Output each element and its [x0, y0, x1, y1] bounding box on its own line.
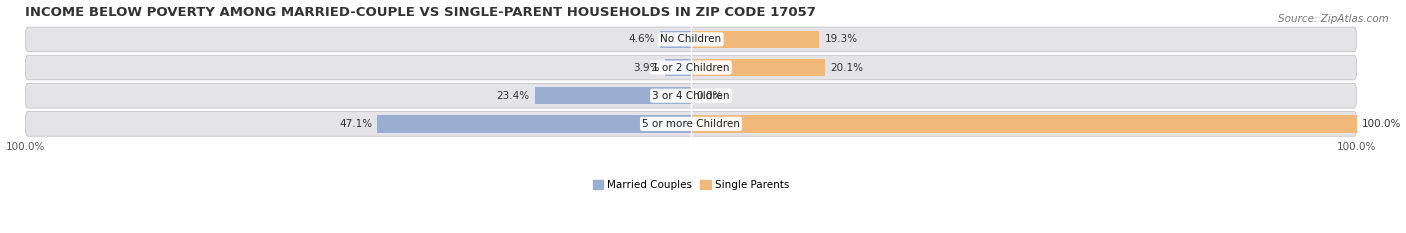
Bar	[690, 59, 825, 76]
Text: 19.3%: 19.3%	[825, 34, 858, 44]
Text: Source: ZipAtlas.com: Source: ZipAtlas.com	[1278, 14, 1389, 24]
FancyBboxPatch shape	[25, 27, 1357, 52]
Bar	[690, 31, 820, 48]
FancyBboxPatch shape	[25, 112, 1357, 136]
Text: 20.1%: 20.1%	[830, 62, 863, 72]
Bar	[536, 87, 690, 104]
Text: 3.9%: 3.9%	[633, 62, 659, 72]
FancyBboxPatch shape	[25, 55, 1357, 80]
Text: 1 or 2 Children: 1 or 2 Children	[652, 62, 730, 72]
Bar	[661, 31, 690, 48]
Bar	[665, 59, 690, 76]
Text: 100.0%: 100.0%	[1362, 119, 1402, 129]
Bar	[690, 115, 1357, 133]
Bar	[377, 115, 690, 133]
Text: 5 or more Children: 5 or more Children	[643, 119, 740, 129]
Text: No Children: No Children	[661, 34, 721, 44]
FancyBboxPatch shape	[25, 83, 1357, 108]
Text: 3 or 4 Children: 3 or 4 Children	[652, 91, 730, 101]
Text: 47.1%: 47.1%	[339, 119, 373, 129]
Text: 0.0%: 0.0%	[696, 91, 723, 101]
Legend: Married Couples, Single Parents: Married Couples, Single Parents	[588, 176, 793, 194]
Text: 4.6%: 4.6%	[628, 34, 655, 44]
Text: INCOME BELOW POVERTY AMONG MARRIED-COUPLE VS SINGLE-PARENT HOUSEHOLDS IN ZIP COD: INCOME BELOW POVERTY AMONG MARRIED-COUPL…	[25, 6, 815, 19]
Text: 23.4%: 23.4%	[496, 91, 530, 101]
